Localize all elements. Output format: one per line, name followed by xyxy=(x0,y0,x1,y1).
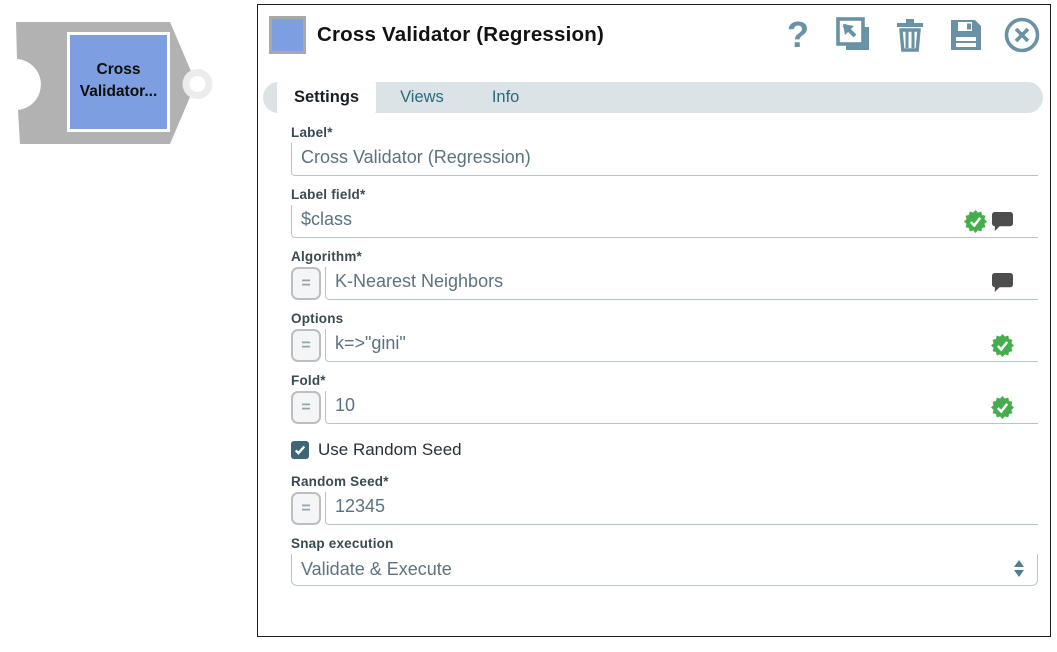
tab-settings[interactable]: Settings xyxy=(277,82,377,113)
expression-toggle-icon[interactable]: = xyxy=(291,391,321,424)
check-icon xyxy=(294,445,306,455)
header-actions: ? xyxy=(779,13,1045,55)
expression-toggle-icon[interactable]: = xyxy=(291,329,321,362)
field-options: Options = xyxy=(291,311,1038,362)
valid-badge-icon xyxy=(991,396,1014,419)
options-input[interactable] xyxy=(326,329,1038,361)
valid-badge-icon xyxy=(964,210,987,233)
snap-output-port[interactable] xyxy=(182,69,213,99)
tab-info[interactable]: Info xyxy=(491,88,520,106)
tab-bar: Settings Views Info xyxy=(263,82,1043,113)
snap-settings-dialog: Cross Validator (Regression) ? xyxy=(257,4,1051,637)
expression-toggle-icon[interactable]: = xyxy=(291,267,321,300)
label-field-input[interactable] xyxy=(292,205,1038,237)
select-spinner-icon[interactable] xyxy=(1014,560,1024,577)
snap-execution-value: Validate & Execute xyxy=(301,559,452,579)
valid-badge-icon xyxy=(991,334,1014,357)
label-input[interactable] xyxy=(292,143,1038,175)
algorithm-input[interactable] xyxy=(326,267,1038,299)
dialog-title: Cross Validator (Regression) xyxy=(317,22,604,46)
field-label-caption: Fold* xyxy=(291,373,326,388)
snap-execution-select[interactable]: Validate & Execute xyxy=(291,554,1038,586)
save-icon[interactable] xyxy=(947,16,985,54)
field-label-caption: Options xyxy=(291,311,344,326)
snap-label-line2: Validator... xyxy=(80,83,158,100)
snap-shape-graphic: Cross Validator... xyxy=(16,22,213,144)
field-label-caption: Random Seed* xyxy=(291,474,389,489)
close-icon[interactable] xyxy=(1003,16,1041,54)
use-random-seed-label: Use Random Seed xyxy=(318,440,462,459)
help-icon[interactable]: ? xyxy=(787,13,809,55)
field-label-caption: Algorithm* xyxy=(291,249,362,264)
snap-label-line1: Cross xyxy=(97,61,141,78)
comment-icon[interactable] xyxy=(991,211,1014,232)
delete-icon[interactable] xyxy=(891,16,929,54)
use-random-seed-checkbox[interactable] xyxy=(291,441,309,459)
field-label: Label* xyxy=(291,125,1038,176)
tab-views[interactable]: Views xyxy=(400,88,444,106)
comment-icon[interactable] xyxy=(991,272,1014,293)
field-label-field: Label field* xyxy=(291,187,1038,238)
snap-icon-square[interactable] xyxy=(67,32,170,132)
field-snap-execution: Snap execution Validate & Execute xyxy=(291,536,1038,586)
field-random-seed: Random Seed* = xyxy=(291,474,1038,525)
expression-toggle-icon[interactable]: = xyxy=(291,492,321,525)
settings-form: Label* Label field* xyxy=(258,113,1050,586)
field-label-caption: Label field* xyxy=(291,187,366,202)
field-label-caption: Snap execution xyxy=(291,536,394,551)
open-in-new-icon[interactable] xyxy=(835,16,873,54)
field-algorithm: Algorithm* = xyxy=(291,249,1038,300)
fold-input[interactable] xyxy=(326,391,1038,423)
field-fold: Fold* = xyxy=(291,373,1038,424)
use-random-seed-row[interactable]: Use Random Seed xyxy=(291,440,1038,460)
random-seed-input[interactable] xyxy=(326,492,1038,524)
dialog-header: Cross Validator (Regression) ? xyxy=(258,5,1050,61)
snap-node[interactable]: Cross Validator... xyxy=(6,10,231,158)
snap-thumbnail-icon xyxy=(269,15,306,54)
field-label-caption: Label* xyxy=(291,125,333,140)
